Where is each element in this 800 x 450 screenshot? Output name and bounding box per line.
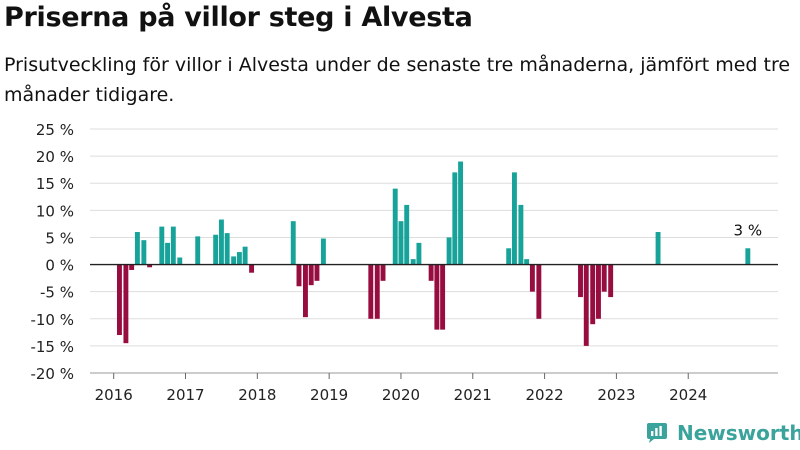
y-tick-label: 20 % <box>36 148 74 166</box>
bar <box>416 242 422 265</box>
brand-logo: Newsworthy <box>645 418 800 448</box>
bar <box>434 264 440 330</box>
bar <box>392 188 398 265</box>
chart-subtitle: Prisutveckling för villor i Alvesta unde… <box>4 54 791 106</box>
bar <box>249 264 255 273</box>
bar <box>380 264 386 281</box>
bar <box>608 264 614 298</box>
bar-annotation: 3 % <box>734 221 763 239</box>
bar <box>524 259 530 265</box>
newsworthy-logo-icon <box>647 423 667 443</box>
bar <box>511 172 517 265</box>
x-tick-label: 2016 <box>95 386 133 404</box>
bar <box>231 256 237 265</box>
x-tick-label: 2021 <box>454 386 492 404</box>
bar <box>518 204 524 265</box>
bar <box>398 221 404 265</box>
bar <box>655 232 661 265</box>
bar <box>195 236 201 265</box>
bar <box>458 161 464 265</box>
x-tick-label: 2022 <box>526 386 564 404</box>
bar <box>242 246 248 265</box>
y-tick-label: 15 % <box>36 175 74 193</box>
bar <box>290 221 296 265</box>
x-tick-label: 2017 <box>166 386 204 404</box>
y-tick-label: -5 % <box>40 284 74 302</box>
y-tick-label: -20 % <box>30 365 74 383</box>
y-tick-label: 10 % <box>36 202 74 220</box>
bar <box>368 264 374 319</box>
bar <box>213 234 219 265</box>
bar <box>428 264 434 281</box>
bar <box>147 264 153 268</box>
bar <box>410 259 416 265</box>
y-tick-label: -15 % <box>30 338 74 356</box>
y-tick-label: 25 % <box>36 121 74 139</box>
bar <box>583 264 589 346</box>
y-tick-label: 0 % <box>45 257 74 275</box>
x-tick-label: 2018 <box>238 386 276 404</box>
x-tick-label: 2023 <box>597 386 635 404</box>
chart-title: Priserna på villor steg i Alvesta <box>4 2 473 33</box>
y-tick-label: 5 % <box>45 229 74 247</box>
bar <box>596 264 601 319</box>
bar <box>601 264 607 292</box>
brand-name: Newsworthy <box>677 421 800 445</box>
bar <box>529 264 535 292</box>
bar <box>440 264 446 330</box>
bar <box>159 226 165 265</box>
bar <box>578 264 583 298</box>
y-tick-label: -10 % <box>30 311 74 329</box>
bar <box>308 264 314 286</box>
bar <box>123 264 129 344</box>
x-tick-label: 2020 <box>382 386 420 404</box>
bar <box>129 264 135 270</box>
x-tick-label: 2024 <box>669 386 707 404</box>
bar <box>134 232 140 265</box>
bar <box>446 237 452 265</box>
bar <box>141 240 147 265</box>
bar <box>404 204 410 265</box>
bar <box>374 264 380 319</box>
x-tick-label: 2019 <box>310 386 348 404</box>
bar <box>218 219 224 265</box>
bar <box>165 242 171 265</box>
bar <box>506 248 512 265</box>
bar <box>590 264 596 325</box>
bar <box>296 264 302 287</box>
bar <box>320 238 326 265</box>
bar <box>170 226 176 265</box>
bar <box>452 172 458 265</box>
bar <box>536 264 542 319</box>
bar <box>314 264 320 281</box>
bar <box>177 257 183 265</box>
bar <box>116 264 122 336</box>
bar <box>224 233 230 265</box>
bar <box>303 264 308 318</box>
bar <box>745 248 751 265</box>
bar <box>236 252 242 265</box>
